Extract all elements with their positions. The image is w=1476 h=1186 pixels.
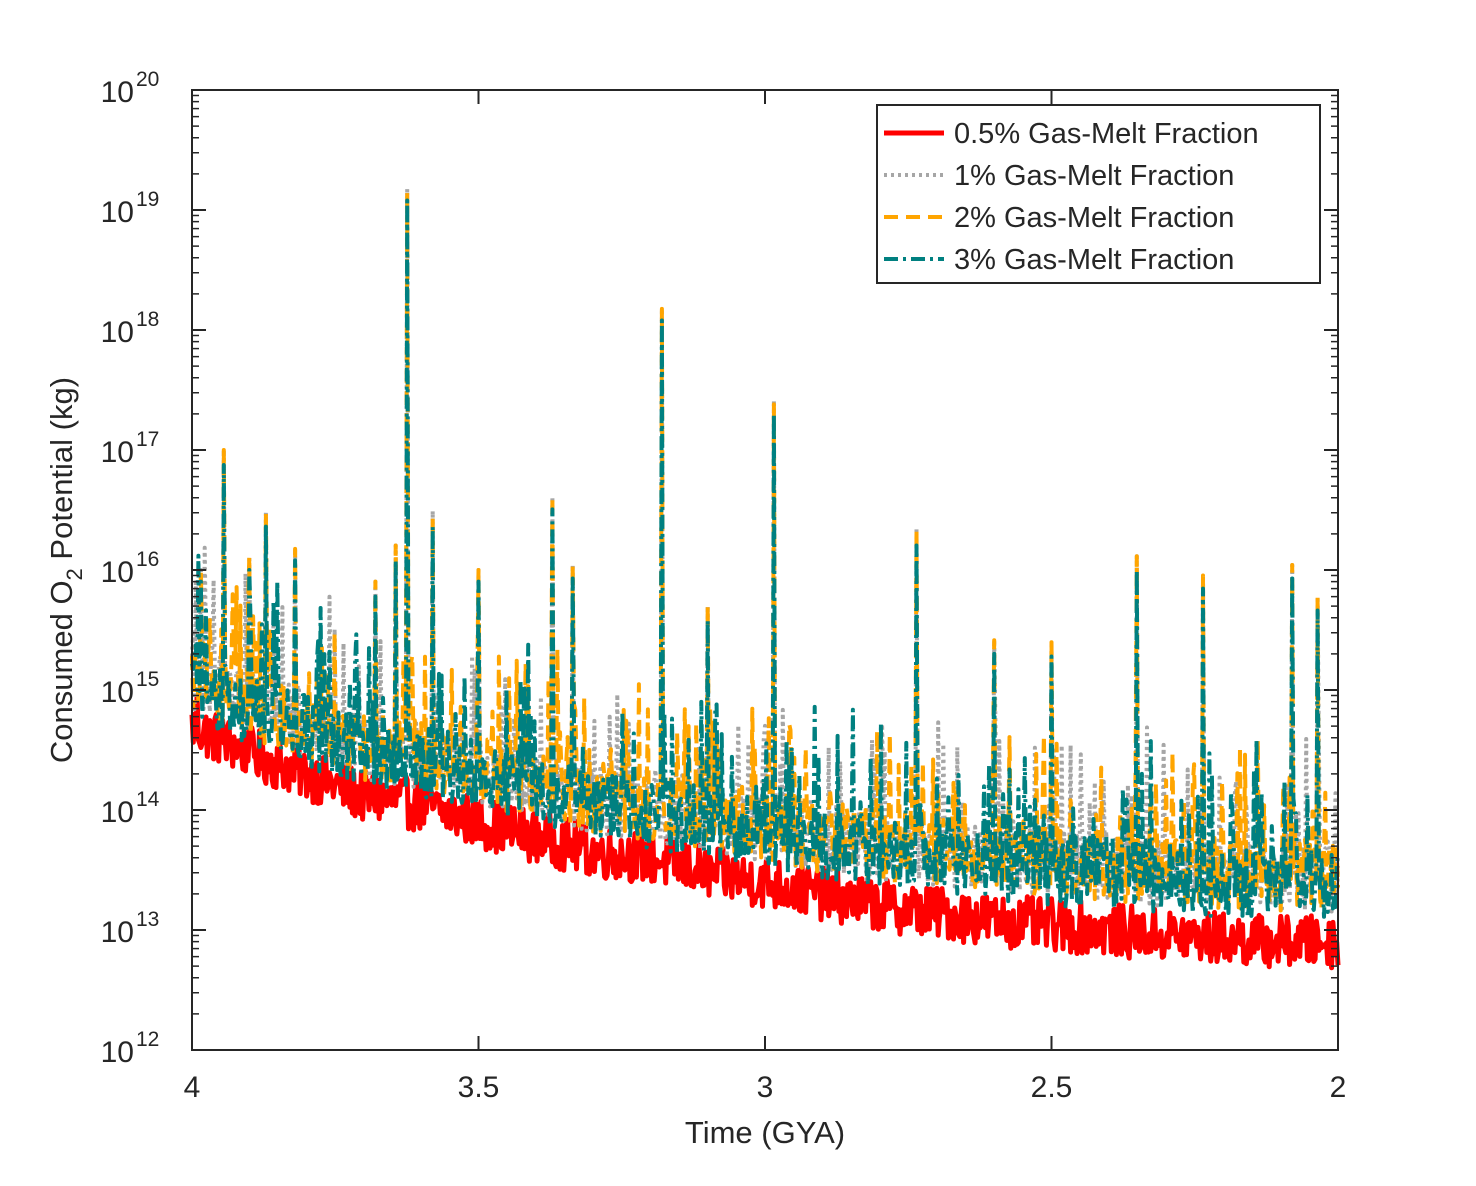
y-tick-exponent-6: 18 — [136, 308, 159, 331]
y-tick-label-1: 10 — [101, 916, 134, 949]
series-4 — [190, 198, 1340, 919]
y-axis-label-text: Consumed O2 Potential (kg) — [44, 377, 87, 763]
legend-box — [876, 104, 1321, 284]
y-tick-label-5: 10 — [101, 436, 134, 469]
series-2 — [190, 186, 1340, 914]
x-tick-label-0: 4 — [184, 1071, 201, 1104]
y-tick-label-6: 10 — [101, 316, 134, 349]
y-tick-exponent-4: 16 — [136, 548, 159, 571]
y-tick-label-2: 10 — [101, 796, 134, 829]
plot-frame — [191, 89, 1339, 1051]
legend-label-1: 0.5% Gas-Melt Fraction — [954, 118, 1259, 150]
y-axis-label: Consumed O2 Potential (kg) — [44, 377, 87, 763]
series-line-1 — [189, 693, 1341, 971]
y-axis-label-prefix: Consumed O — [44, 580, 79, 763]
y-tick-label-3: 10 — [101, 676, 134, 709]
y-tick-exponent-1: 13 — [136, 908, 159, 931]
series-1 — [189, 693, 1341, 971]
series-layer — [189, 186, 1341, 971]
y-tick-exponent-2: 14 — [136, 788, 160, 811]
y-tick-exponent-7: 19 — [136, 188, 159, 211]
series-line-2 — [190, 186, 1340, 914]
x-tick-label-3: 2.5 — [1031, 1071, 1073, 1104]
y-tick-label-7: 10 — [101, 196, 134, 229]
series-line-4 — [190, 198, 1340, 919]
x-tick-label-2: 3 — [757, 1071, 774, 1104]
legend-label-3: 2% Gas-Melt Fraction — [954, 202, 1234, 234]
x-axis-label: Time (GYA) — [685, 1115, 845, 1150]
legend-label-4: 3% Gas-Melt Fraction — [954, 244, 1234, 276]
x-ticks: 4 3.5 3 2.5 2 — [184, 90, 1347, 1104]
legend: 0.5% Gas-Melt Fraction 1% Gas-Melt Fracti… — [876, 104, 1321, 284]
x-tick-label-4: 2 — [1330, 1071, 1347, 1104]
legend-label-2: 1% Gas-Melt Fraction — [954, 160, 1234, 192]
y-tick-exponent-3: 15 — [136, 668, 159, 691]
y-tick-label-4: 10 — [101, 556, 134, 589]
y-axis-label-subscript: 2 — [62, 568, 87, 580]
y-tick-exponent-5: 17 — [136, 428, 159, 451]
y-tick-label-0: 10 — [101, 1036, 134, 1069]
y-tick-exponent-8: 20 — [136, 68, 159, 91]
y-axis-label-suffix: Potential (kg) — [44, 377, 79, 568]
y-tick-label-8: 10 — [101, 76, 134, 109]
y-tick-exponent-0: 12 — [136, 1028, 159, 1051]
x-tick-label-1: 3.5 — [458, 1071, 500, 1104]
